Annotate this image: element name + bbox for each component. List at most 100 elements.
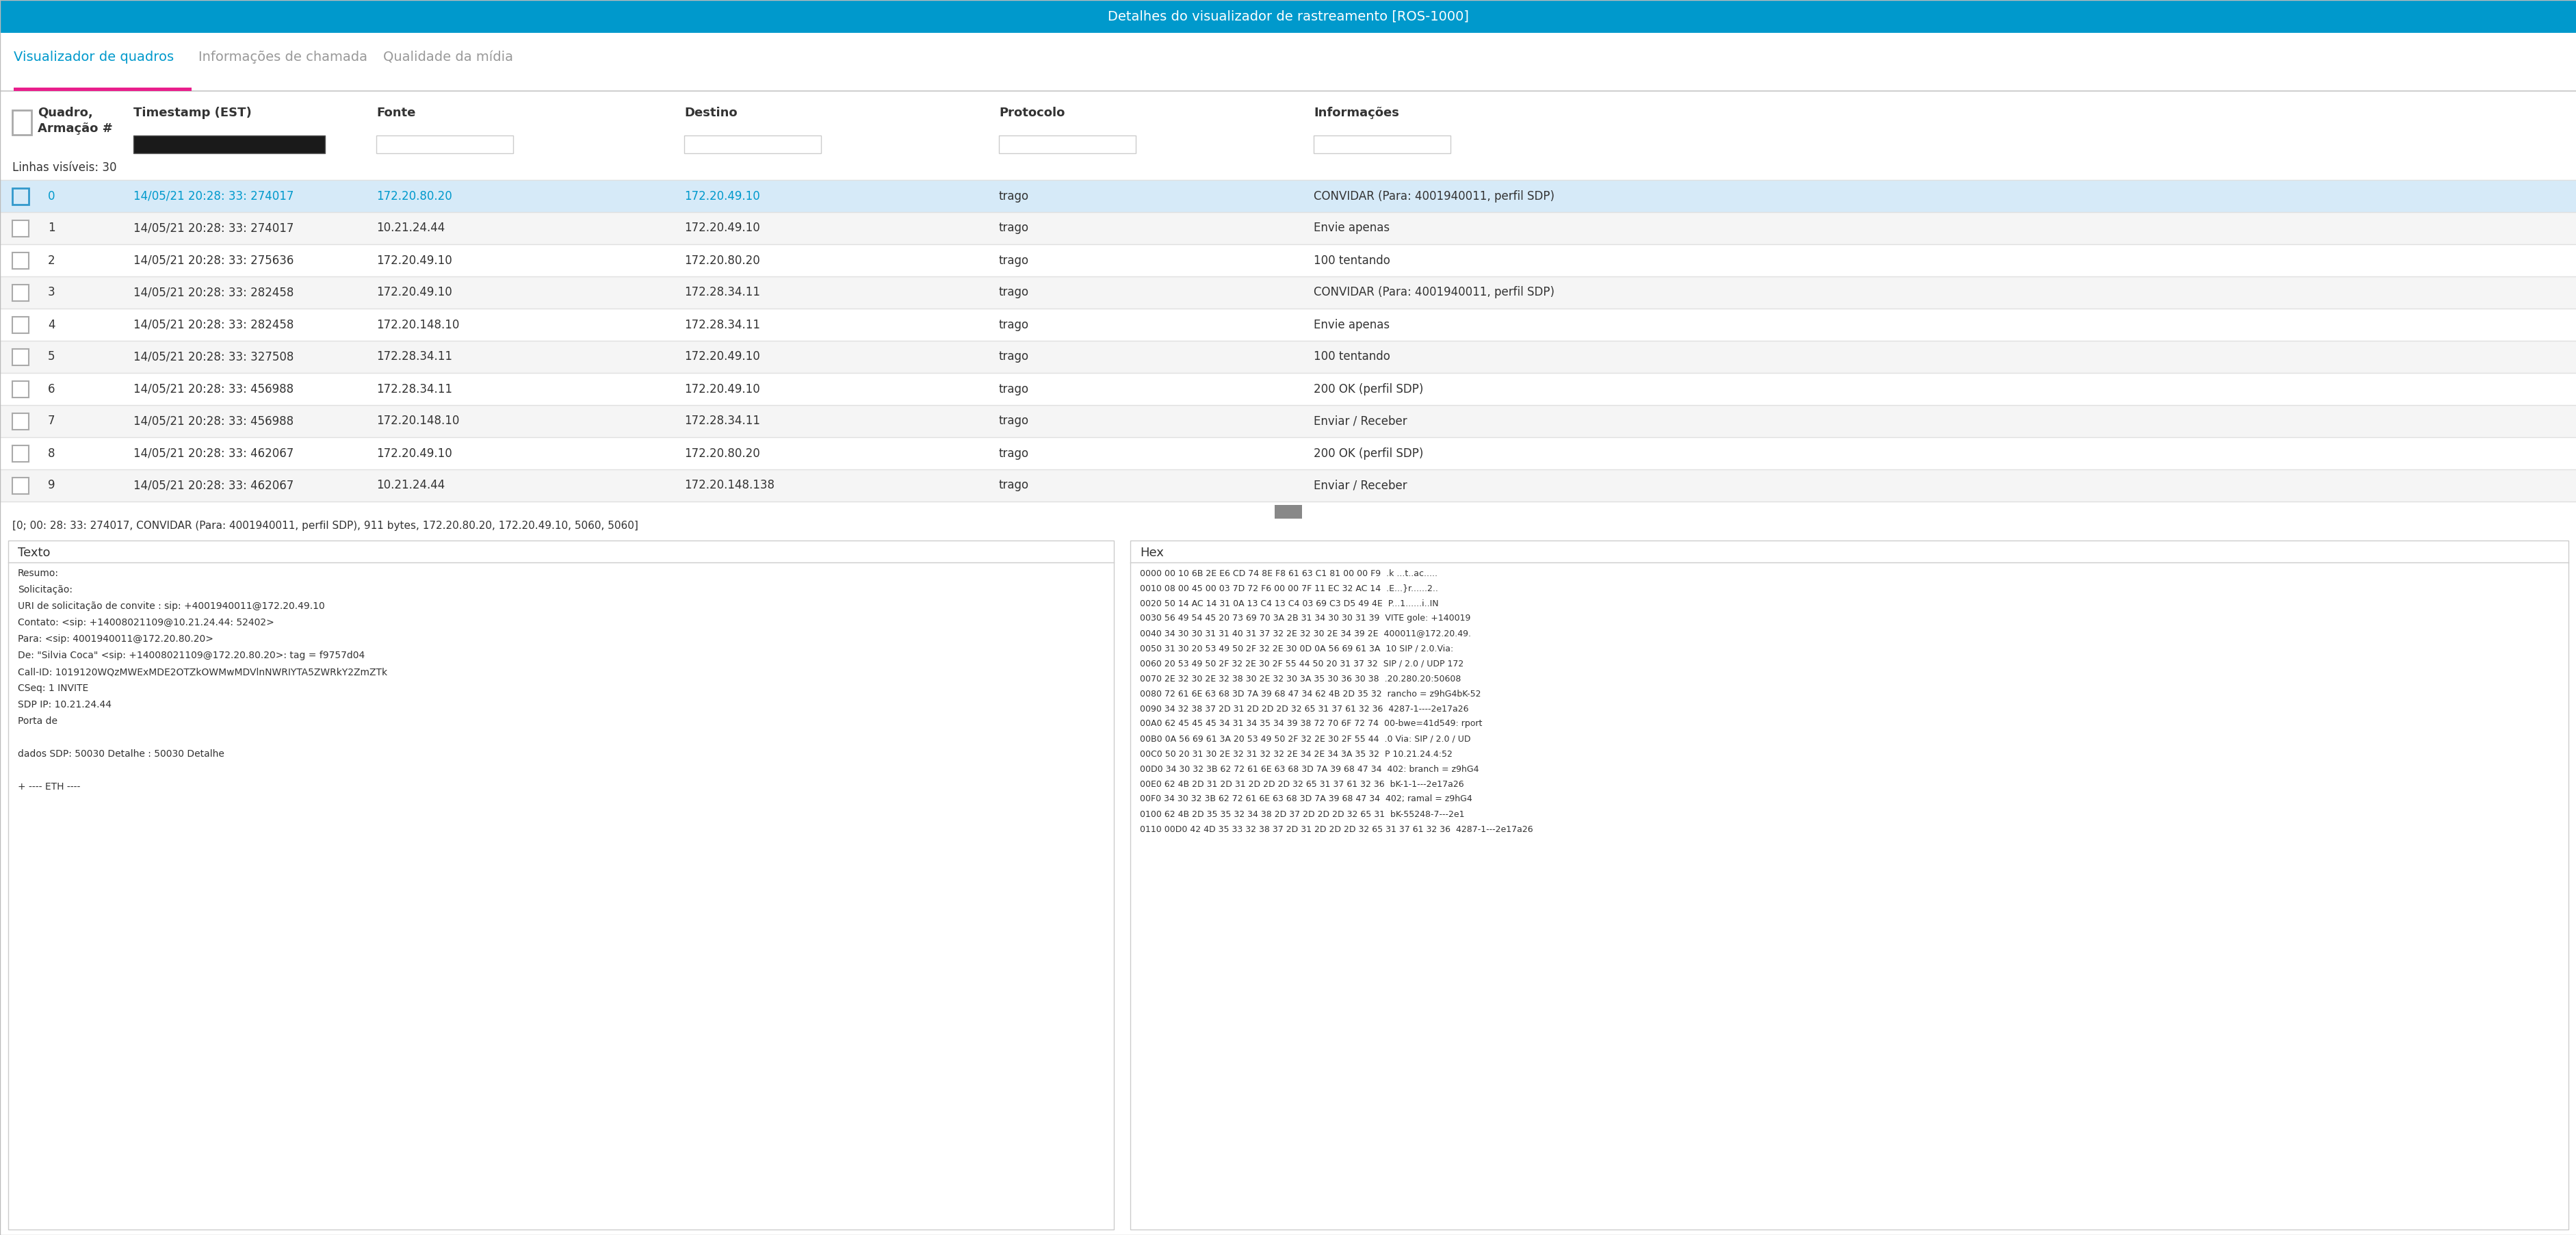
- Text: 9: 9: [49, 479, 54, 492]
- Text: 200 OK (perfil SDP): 200 OK (perfil SDP): [1314, 447, 1422, 459]
- Text: 00E0 62 4B 2D 31 2D 31 2D 2D 2D 32 65 31 37 61 32 36  bK-1-1---2e17a26: 00E0 62 4B 2D 31 2D 31 2D 2D 2D 32 65 31…: [1139, 779, 1463, 789]
- Text: 14/05/21 20:28: 33: 274017: 14/05/21 20:28: 33: 274017: [134, 190, 294, 203]
- Text: Quadro,: Quadro,: [39, 106, 93, 119]
- Bar: [13, 412, 28, 430]
- Text: 00A0 62 45 45 45 34 31 34 35 34 39 38 72 70 6F 72 74  00-bwe=41d549: rport: 00A0 62 45 45 45 34 31 34 35 34 39 38 72…: [1139, 720, 1481, 729]
- Text: 172.28.34.11: 172.28.34.11: [376, 383, 453, 395]
- Text: 172.20.80.20: 172.20.80.20: [685, 447, 760, 459]
- Text: 1: 1: [49, 222, 54, 235]
- Text: 3: 3: [49, 287, 54, 299]
- Text: 2: 2: [49, 254, 54, 267]
- Text: 14/05/21 20:28: 33: 462067: 14/05/21 20:28: 33: 462067: [134, 479, 294, 492]
- Bar: [0, 373, 2576, 405]
- Text: 0: 0: [49, 190, 54, 203]
- Bar: [13, 88, 191, 91]
- Bar: [0, 341, 2576, 373]
- Text: 172.20.49.10: 172.20.49.10: [685, 222, 760, 235]
- Bar: [1131, 541, 2568, 1230]
- Text: 200 OK (perfil SDP): 200 OK (perfil SDP): [1314, 383, 1422, 395]
- Text: trago: trago: [999, 479, 1028, 492]
- Bar: [0, 33, 2576, 91]
- Text: trago: trago: [999, 351, 1028, 363]
- Text: 10.21.24.44: 10.21.24.44: [376, 479, 446, 492]
- Text: trago: trago: [999, 190, 1028, 203]
- Bar: [13, 348, 28, 366]
- Text: 0030 56 49 54 45 20 73 69 70 3A 2B 31 34 30 30 31 39  VITE gole: +140019: 0030 56 49 54 45 20 73 69 70 3A 2B 31 34…: [1139, 614, 1471, 622]
- Bar: [0, 469, 2576, 501]
- Bar: [0, 405, 2576, 437]
- Text: + ---- ETH ----: + ---- ETH ----: [18, 782, 80, 792]
- Bar: [13, 110, 31, 135]
- Text: SDP IP: 10.21.24.44: SDP IP: 10.21.24.44: [18, 700, 111, 710]
- Text: Enviar / Receber: Enviar / Receber: [1314, 479, 1406, 492]
- Text: Qualidade da mídia: Qualidade da mídia: [384, 51, 513, 64]
- Bar: [13, 380, 28, 398]
- Bar: [8, 541, 1113, 1230]
- Text: 14/05/21 20:28: 33: 456988: 14/05/21 20:28: 33: 456988: [134, 383, 294, 395]
- Text: 172.20.148.10: 172.20.148.10: [376, 319, 459, 331]
- Text: 172.20.49.10: 172.20.49.10: [376, 254, 451, 267]
- Text: 0070 2E 32 30 2E 32 38 30 2E 32 30 3A 35 30 36 30 38  .20.280.20:50608: 0070 2E 32 30 2E 32 38 30 2E 32 30 3A 35…: [1139, 674, 1461, 683]
- Bar: [0, 91, 2576, 180]
- Text: 172.20.80.20: 172.20.80.20: [685, 254, 760, 267]
- Text: trago: trago: [999, 383, 1028, 395]
- Text: 0020 50 14 AC 14 31 0A 13 C4 13 C4 03 69 C3 D5 49 4E  P...1......i..IN: 0020 50 14 AC 14 31 0A 13 C4 13 C4 03 69…: [1139, 599, 1437, 608]
- Text: Fonte: Fonte: [376, 106, 415, 119]
- Text: 00F0 34 30 32 3B 62 72 61 6E 63 68 3D 7A 39 68 47 34  402; ramal = z9hG4: 00F0 34 30 32 3B 62 72 61 6E 63 68 3D 7A…: [1139, 794, 1471, 804]
- Bar: [13, 220, 28, 236]
- Text: Envie apenas: Envie apenas: [1314, 319, 1388, 331]
- Text: 172.20.49.10: 172.20.49.10: [685, 383, 760, 395]
- Text: 0050 31 30 20 53 49 50 2F 32 2E 30 0D 0A 56 69 61 3A  10 SIP / 2.0.Via:: 0050 31 30 20 53 49 50 2F 32 2E 30 0D 0A…: [1139, 645, 1453, 653]
- Text: Linhas visíveis: 30: Linhas visíveis: 30: [13, 162, 116, 174]
- Text: trago: trago: [999, 222, 1028, 235]
- Text: [0; 00: 28: 33: 274017, CONVIDAR (Para: 4001940011, perfil SDP), 911 bytes, 172.: [0; 00: 28: 33: 274017, CONVIDAR (Para: …: [13, 520, 639, 531]
- Text: 0080 72 61 6E 63 68 3D 7A 39 68 47 34 62 4B 2D 35 32  rancho = z9hG4bK-52: 0080 72 61 6E 63 68 3D 7A 39 68 47 34 62…: [1139, 689, 1481, 698]
- Text: 172.28.34.11: 172.28.34.11: [685, 287, 760, 299]
- Bar: [1275, 505, 1301, 519]
- Text: trago: trago: [999, 415, 1028, 427]
- Text: 172.20.49.10: 172.20.49.10: [376, 447, 451, 459]
- Bar: [13, 252, 28, 268]
- Text: CONVIDAR (Para: 4001940011, perfil SDP): CONVIDAR (Para: 4001940011, perfil SDP): [1314, 190, 1553, 203]
- Text: trago: trago: [999, 287, 1028, 299]
- Text: Timestamp (EST): Timestamp (EST): [134, 106, 252, 119]
- Bar: [0, 437, 2576, 469]
- Bar: [13, 284, 28, 300]
- Text: 0000 00 10 6B 2E E6 CD 74 8E F8 61 63 C1 81 00 00 F9  .k ...t..ac.....: 0000 00 10 6B 2E E6 CD 74 8E F8 61 63 C1…: [1139, 569, 1437, 578]
- Bar: [1314, 136, 1450, 153]
- Text: 100 tentando: 100 tentando: [1314, 351, 1391, 363]
- Text: 5: 5: [49, 351, 54, 363]
- Text: 4: 4: [49, 319, 54, 331]
- Text: Envie apenas: Envie apenas: [1314, 222, 1388, 235]
- Text: 172.20.148.10: 172.20.148.10: [376, 415, 459, 427]
- Text: 00D0 34 30 32 3B 62 72 61 6E 63 68 3D 7A 39 68 47 34  402: branch = z9hG4: 00D0 34 30 32 3B 62 72 61 6E 63 68 3D 7A…: [1139, 764, 1479, 773]
- Text: 14/05/21 20:28: 33: 275636: 14/05/21 20:28: 33: 275636: [134, 254, 294, 267]
- Text: Protocolo: Protocolo: [999, 106, 1064, 119]
- Text: 0100 62 4B 2D 35 35 32 34 38 2D 37 2D 2D 2D 32 65 31  bK-55248-7---2e1: 0100 62 4B 2D 35 35 32 34 38 2D 37 2D 2D…: [1139, 810, 1463, 819]
- Text: trago: trago: [999, 447, 1028, 459]
- Text: Solicitação:: Solicitação:: [18, 585, 72, 594]
- Text: 14/05/21 20:28: 33: 462067: 14/05/21 20:28: 33: 462067: [134, 447, 294, 459]
- Text: 8: 8: [49, 447, 54, 459]
- Text: CSeq: 1 INVITE: CSeq: 1 INVITE: [18, 683, 88, 693]
- Text: 172.28.34.11: 172.28.34.11: [685, 415, 760, 427]
- Text: CONVIDAR (Para: 4001940011, perfil SDP): CONVIDAR (Para: 4001940011, perfil SDP): [1314, 287, 1553, 299]
- Bar: [0, 212, 2576, 245]
- Text: 6: 6: [49, 383, 54, 395]
- Text: Resumo:: Resumo:: [18, 568, 59, 578]
- Bar: [376, 136, 513, 153]
- Bar: [134, 136, 325, 153]
- Text: 14/05/21 20:28: 33: 282458: 14/05/21 20:28: 33: 282458: [134, 287, 294, 299]
- Bar: [13, 188, 28, 204]
- Bar: [13, 445, 28, 462]
- Text: Texto: Texto: [18, 547, 52, 559]
- Bar: [0, 0, 2576, 33]
- Bar: [685, 136, 822, 153]
- Text: 100 tentando: 100 tentando: [1314, 254, 1391, 267]
- Bar: [0, 245, 2576, 277]
- Text: URI de solicitação de convite : sip: +4001940011@172.20.49.10: URI de solicitação de convite : sip: +40…: [18, 601, 325, 611]
- Text: 172.28.34.11: 172.28.34.11: [685, 319, 760, 331]
- Text: 14/05/21 20:28: 33: 282458: 14/05/21 20:28: 33: 282458: [134, 319, 294, 331]
- Text: Enviar / Receber: Enviar / Receber: [1314, 415, 1406, 427]
- Text: 00C0 50 20 31 30 2E 32 31 32 32 2E 34 2E 34 3A 35 32  P 10.21.24.4:52: 00C0 50 20 31 30 2E 32 31 32 32 2E 34 2E…: [1139, 750, 1453, 758]
